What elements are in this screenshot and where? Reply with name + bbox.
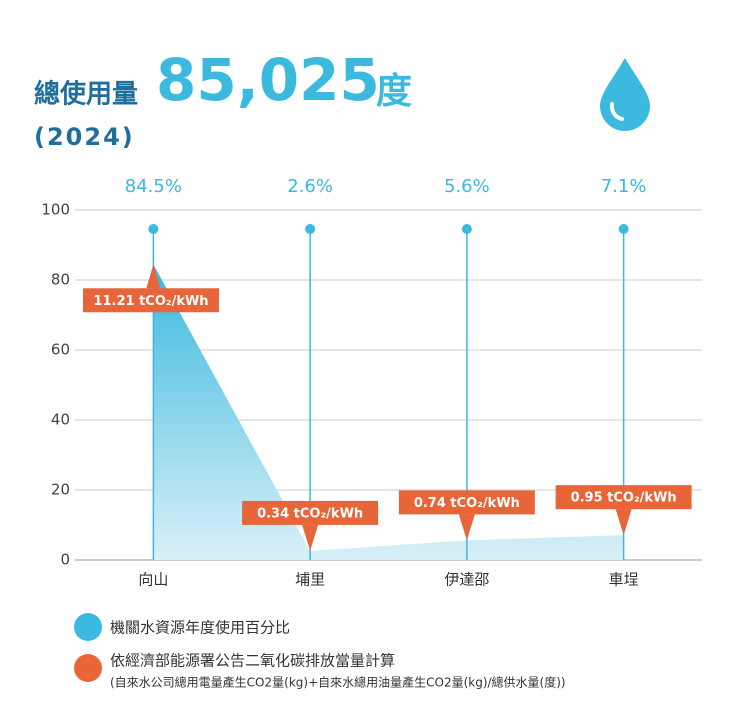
drop-highlight [609,102,624,121]
annotation: 0.34 tCO₂/kWh [257,506,363,521]
note: 依經濟部能源署公告二氧化碳排放當量計算 [110,652,395,670]
value-label: 7.1% [601,176,647,197]
annotation-box [398,490,535,515]
y-tick-label: 20 [51,481,70,499]
annotation-pointer [146,264,161,289]
y-tick-label: 100 [41,201,70,219]
annotation: 0.74 tCO₂/kWh [414,496,520,511]
x-tick-label: 向山 [138,571,168,589]
note-swatch [74,654,102,682]
y-tick-label: 40 [51,411,70,429]
total: 85,025 [156,46,380,114]
annotation-box [242,500,379,525]
water-drop-icon [600,58,650,131]
annotation: 11.21 tCO₂/kWh [93,294,208,309]
annotation-pointer [302,524,319,551]
x-tick-label: 車埕 [609,571,639,589]
legend-label: 機關水資源年度使用百分比 [110,619,290,637]
x-tick-label: 埔里 [295,571,325,589]
top-dot [148,224,159,234]
value-label: 5.6% [444,176,490,197]
top-dot [618,224,629,234]
unit: 度 [376,71,412,112]
top-dot [305,224,316,234]
top-dot [461,224,472,234]
value-label: 2.6% [287,176,333,197]
annotation-box [555,485,692,510]
annotation-pointer [615,509,632,536]
plot: 0 20 40 60 80 100 84.5% 向山 11.21 tCO₂/kWh 2.6% 埔里 0… [41,176,702,589]
area [153,264,624,560]
y-tick-label: 0 [60,551,70,569]
subtitle: (2024) [34,123,135,151]
annotation-pointer [458,514,475,541]
annotation-box [83,288,219,313]
note-detail: (自來水公司總用電量產生CO2量(kg)+自來水總用油量產生CO2量(kg)/總… [110,675,566,690]
legend-swatch [74,613,102,641]
annotation: 0.95 tCO₂/kWh [571,491,677,506]
x-tick-label: 伊達邵 [444,571,489,589]
y-tick-label: 60 [51,341,70,359]
y-tick-label: 80 [51,271,70,289]
title-prefix: 總使用量 [34,79,138,110]
value-label: 84.5% [125,176,182,197]
